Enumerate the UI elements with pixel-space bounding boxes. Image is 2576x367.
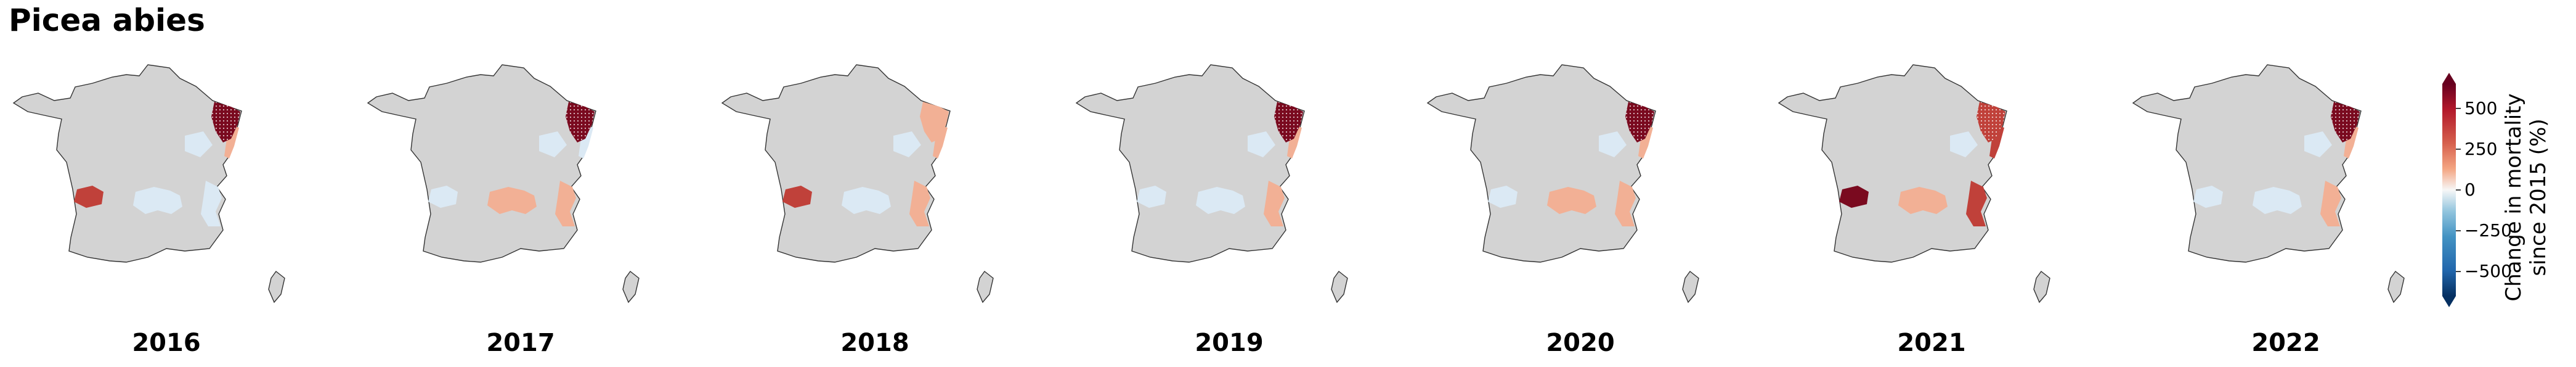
region-alps (1264, 181, 1285, 226)
colorbar-tick-label: −500 (2464, 261, 2512, 282)
france-outline (367, 64, 596, 263)
colorbar-tick-label: −250 (2464, 220, 2512, 241)
france-outline (12, 64, 242, 263)
region-northeast-interior (1599, 131, 1627, 157)
figure-title: Picea abies (9, 2, 205, 38)
region-central (1547, 187, 1596, 214)
france-outline (1426, 64, 1656, 263)
region-alps (201, 181, 222, 226)
region-southwest (74, 186, 104, 208)
region-northeast-interior (893, 131, 921, 157)
region-east-strip (1287, 125, 1302, 159)
corsica-outline (2387, 271, 2405, 303)
france-outline (1075, 64, 1305, 263)
region-southwest (2193, 186, 2223, 208)
map-panel-2019: 2019 (1063, 52, 1396, 361)
colorbar-extend-min (2442, 296, 2456, 307)
map-panel-2022: 2022 (2119, 52, 2452, 361)
france-map-2021 (1778, 64, 2050, 303)
region-northeast-interior (185, 131, 213, 157)
region-east-strip (579, 125, 593, 159)
colorbar-tick-label: 250 (2464, 138, 2498, 159)
map-panel-2020: 2020 (1414, 52, 1747, 361)
corsica-outline (2033, 271, 2050, 303)
france-outline (721, 64, 951, 263)
year-label-2022: 2022 (2251, 329, 2320, 357)
region-alps (909, 181, 930, 226)
corsica-outline (268, 271, 285, 303)
region-northeast-interior (1950, 131, 1978, 157)
map-panel-2018: 2018 (709, 52, 1041, 361)
region-alps (1615, 181, 1636, 226)
colorbar-extend-max (2442, 73, 2456, 84)
region-east-strip (1989, 125, 2004, 159)
france-map-2016 (12, 64, 285, 303)
region-ne (920, 102, 949, 142)
colorbar-label-line2: since 2015 (%) (2526, 118, 2551, 276)
colorbar-tick-label: 0 (2464, 179, 2476, 200)
region-central (487, 187, 537, 214)
region-east-strip (2344, 125, 2359, 159)
year-label-2019: 2019 (1195, 329, 1264, 357)
france-map-2020 (1426, 64, 1699, 303)
year-label-2017: 2017 (486, 329, 555, 357)
significance-hatching (1977, 102, 2005, 142)
region-central (133, 187, 182, 214)
region-alps (555, 181, 576, 226)
map-panel-2017: 2017 (354, 52, 687, 361)
significance-hatching (1625, 102, 1654, 142)
corsica-outline (1682, 271, 1699, 303)
colorbar-tick-label: 500 (2464, 97, 2498, 118)
region-northeast-interior (539, 131, 567, 157)
year-label-2021: 2021 (1897, 329, 1966, 357)
region-alps (1966, 181, 1987, 226)
year-label-2020: 2020 (1546, 329, 1615, 357)
year-label-2018: 2018 (840, 329, 909, 357)
france-map-2017 (367, 64, 640, 303)
region-central (1898, 187, 1948, 214)
significance-hatching (566, 102, 595, 142)
map-panel-2016: 2016 (0, 52, 333, 361)
france-map-2019 (1075, 64, 1348, 303)
region-central (2253, 187, 2302, 214)
region-east-strip (224, 125, 239, 159)
region-northeast-interior (2304, 131, 2332, 157)
region-southwest (1137, 186, 1166, 208)
significance-hatching (2331, 102, 2360, 142)
year-label-2016: 2016 (132, 329, 201, 357)
region-central (842, 187, 891, 214)
significance-hatching (1274, 102, 1303, 142)
region-southwest (782, 186, 812, 208)
region-northeast-interior (1248, 131, 1275, 157)
region-east-strip (1638, 125, 1653, 159)
region-southwest (428, 186, 458, 208)
corsica-outline (977, 271, 994, 303)
region-southwest (1488, 186, 1518, 208)
corsica-outline (1331, 271, 1348, 303)
corsica-outline (622, 271, 640, 303)
significance-hatching (211, 102, 240, 142)
colorbar-gradient (2442, 84, 2456, 296)
france-outline (1778, 64, 2007, 263)
france-map-2022 (2132, 64, 2405, 303)
region-southwest (1839, 186, 1869, 208)
colorbar-label-line1: Change in mortality (2501, 93, 2526, 302)
colorbar (2442, 73, 2461, 307)
region-alps (2320, 181, 2341, 226)
region-central (1196, 187, 1245, 214)
france-outline (2132, 64, 2362, 263)
france-map-2018 (721, 64, 994, 303)
map-panel-2021: 2021 (1765, 52, 2098, 361)
region-east-strip (933, 125, 948, 159)
